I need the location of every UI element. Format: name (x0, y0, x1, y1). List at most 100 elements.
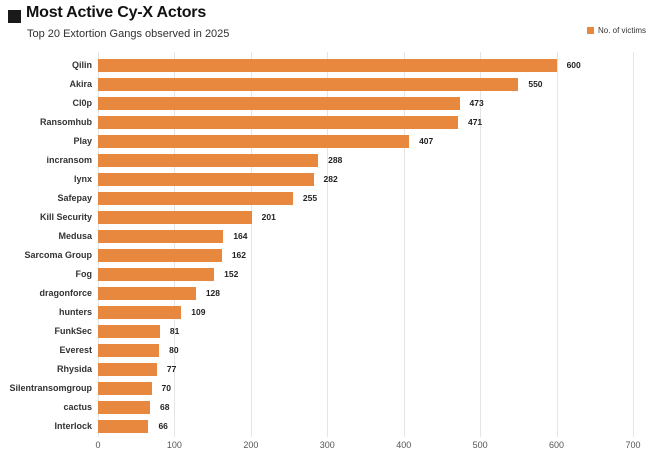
value-label: 600 (566, 60, 581, 70)
gridline (174, 52, 176, 437)
value-label: 550 (528, 79, 543, 89)
category-label: Qilin (72, 60, 92, 70)
value-label: 70 (161, 383, 171, 393)
value-label: 77 (166, 364, 177, 374)
bar-row: lynx 282 (0, 170, 650, 189)
bar[interactable] (98, 97, 460, 110)
value-label: 66 (158, 421, 168, 431)
category-label: Fog (75, 269, 93, 279)
gridline (250, 52, 252, 437)
bar[interactable] (98, 173, 314, 186)
value-label: 282 (323, 174, 338, 184)
bar[interactable] (98, 382, 152, 395)
gridline (327, 52, 329, 437)
legend-label: No. of victims (597, 26, 646, 35)
bar-row: Silentransomgroup 70 (0, 379, 650, 398)
title-marker-icon (8, 10, 21, 23)
gridline (480, 52, 482, 437)
category-label: Akira (69, 79, 92, 89)
category-label: Silentransomgroup (9, 383, 92, 393)
gridline (633, 52, 634, 437)
value-label: 109 (191, 307, 206, 317)
bar[interactable] (98, 154, 319, 167)
value-label: 81 (169, 326, 180, 336)
bar-row: Ransomhub 471 (0, 113, 650, 132)
x-tick-label: 100 (166, 440, 182, 450)
category-label: dragonforce (39, 288, 92, 298)
bar[interactable] (98, 401, 150, 414)
bar-row: Everest 80 (0, 341, 650, 360)
bar-row: Medusa 164 (0, 227, 650, 246)
value-label: 128 (205, 288, 221, 298)
gridline (98, 52, 99, 437)
value-label: 471 (467, 117, 483, 127)
gridline (403, 52, 405, 437)
category-label: Everest (59, 345, 92, 355)
value-label: 164 (233, 231, 248, 241)
value-label: 162 (231, 250, 246, 260)
value-label: 152 (224, 269, 239, 279)
bar[interactable] (98, 287, 196, 300)
bar-row: Qilin 600 (0, 56, 650, 75)
category-label: Ransomhub (39, 117, 92, 127)
x-tick-label: 600 (549, 440, 565, 450)
legend[interactable]: No. of victims (586, 26, 646, 35)
chart-subtitle: Top 20 Extortion Gangs observed in 2025 (27, 28, 230, 40)
bar-row: incransom 288 (0, 151, 650, 170)
value-label: 473 (469, 98, 484, 108)
bar[interactable] (98, 268, 215, 281)
category-label: Safepay (57, 193, 92, 203)
x-tick-label: 400 (396, 440, 412, 450)
bar[interactable] (98, 230, 224, 243)
bar[interactable] (98, 249, 222, 262)
bar-row: dragonforce 128 (0, 284, 650, 303)
x-tick-label: 500 (472, 440, 488, 450)
bar[interactable] (98, 325, 160, 338)
bar-row: Kill Security 201 (0, 208, 650, 227)
value-label: 80 (169, 345, 179, 355)
x-tick-label: 200 (243, 440, 259, 450)
bar[interactable] (98, 211, 252, 224)
bar-row: Akira 550 (0, 75, 650, 94)
bar[interactable] (98, 363, 157, 376)
bar[interactable] (98, 59, 557, 72)
category-label: Sarcoma Group (24, 250, 92, 260)
value-label: 407 (419, 136, 434, 146)
bar[interactable] (98, 135, 410, 148)
category-label: Rhysida (56, 364, 92, 374)
x-tick-label: 700 (625, 440, 641, 450)
x-tick-label: 0 (95, 440, 101, 450)
bar[interactable] (98, 192, 293, 205)
bar[interactable] (98, 420, 149, 433)
gridline (556, 52, 558, 437)
bar[interactable] (98, 306, 182, 319)
category-label: Kill Security (39, 212, 92, 222)
legend-swatch-icon (586, 27, 594, 34)
x-tick-label: 300 (319, 440, 335, 450)
bar-row: Play 407 (0, 132, 650, 151)
chart-title: Most Active Cy-X Actors (26, 4, 207, 21)
bar-row: Rhysida 77 (0, 360, 650, 379)
bar-row: cactus 68 (0, 398, 650, 417)
bar-row: Fog 152 (0, 265, 650, 284)
value-label: 288 (328, 155, 343, 165)
bar-row: hunters 109 (0, 303, 650, 322)
bar[interactable] (98, 116, 458, 129)
value-label: 68 (159, 402, 170, 412)
bar-row: Cl0p 473 (0, 94, 650, 113)
value-label: 255 (302, 193, 318, 203)
category-label: Play (73, 136, 92, 146)
category-label: cactus (63, 402, 92, 412)
bar[interactable] (98, 344, 160, 357)
bar-row: FunkSec 81 (0, 322, 650, 341)
bar[interactable] (98, 78, 519, 91)
value-label: 201 (261, 212, 276, 222)
category-label: incransom (46, 155, 92, 165)
category-label: hunters (58, 307, 92, 317)
category-label: Interlock (54, 421, 92, 431)
bar-row: Interlock 66 (0, 417, 650, 436)
category-label: lynx (73, 174, 92, 184)
category-label: FunkSec (54, 326, 92, 336)
bar-row: Safepay 255 (0, 189, 650, 208)
